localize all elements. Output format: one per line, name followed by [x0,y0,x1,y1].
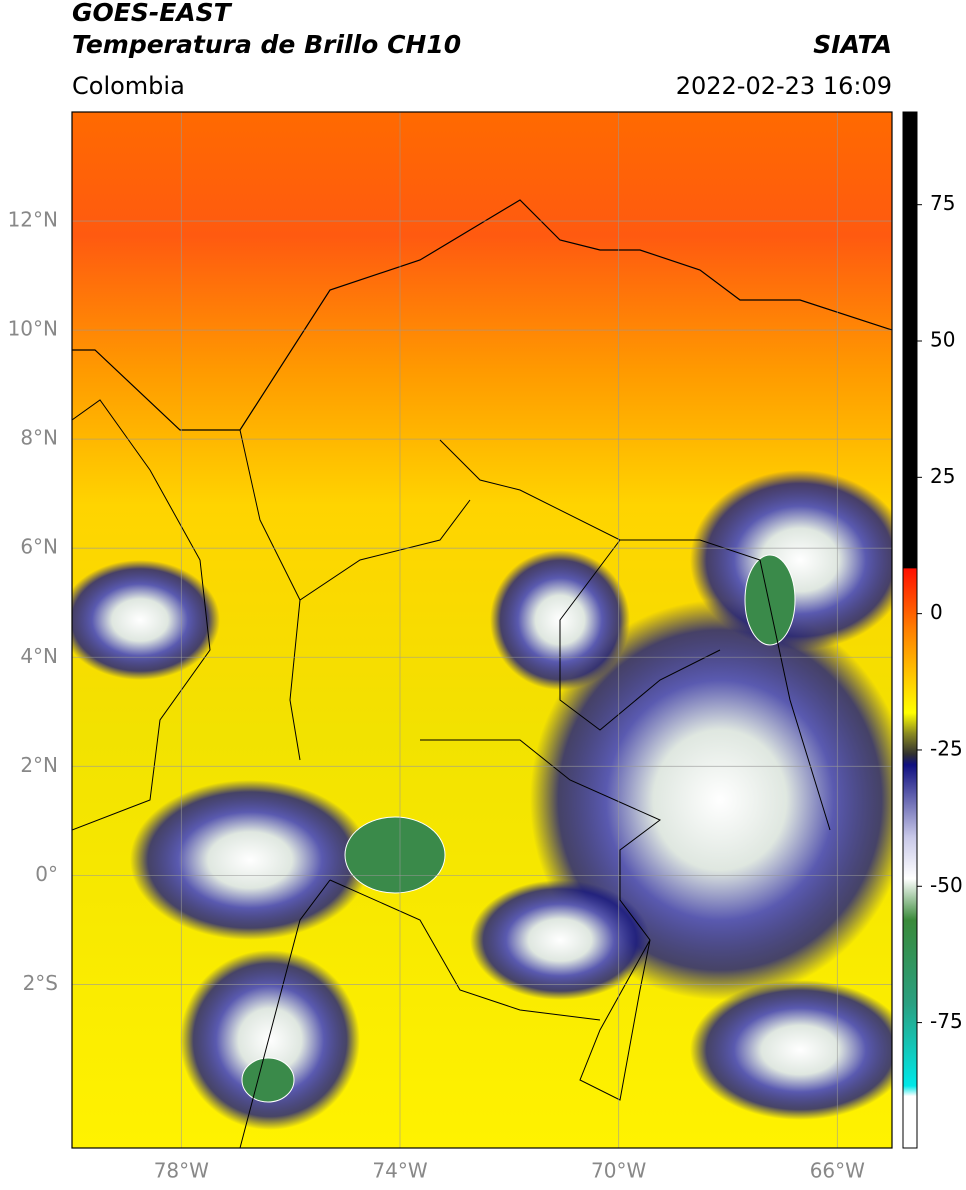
y-tick-label: 2°N [20,753,58,777]
y-tick-label: 10°N [8,317,58,341]
colorbar-tick-label: 0 [930,600,943,624]
x-tick-label: 78°W [154,1159,209,1183]
colorbar-tick-label: -25 [930,736,963,760]
grid [72,112,892,1148]
x-tick-label: 66°W [810,1159,865,1183]
colorbar-tick-label: 50 [930,328,955,352]
colorbar-tick-label: 75 [930,191,955,215]
y-tick-label: 6°N [20,535,58,559]
colorbar-tick-label: -75 [930,1009,963,1033]
x-tick-label: 70°W [591,1159,646,1183]
colorbar-tick-label: 25 [930,464,955,488]
y-tick-label: 12°N [8,208,58,232]
x-tick-label: 74°W [372,1159,427,1183]
y-tick-label: 2°S [23,971,58,995]
y-tick-label: 8°N [20,426,58,450]
colorbar [902,111,918,1149]
map-frame [71,111,893,1149]
imagery [72,112,892,1148]
title: GOES-EAST [72,0,233,27]
source: SIATA [813,30,892,59]
title: Temperatura de Brillo CH10 [72,30,461,59]
datetime: 2022-02-23 16:09 [676,72,892,100]
region: Colombia [72,72,185,100]
colorbar-tick-label: -50 [930,873,963,897]
y-tick-label: 0° [35,862,58,886]
y-tick-label: 4°N [20,644,58,668]
